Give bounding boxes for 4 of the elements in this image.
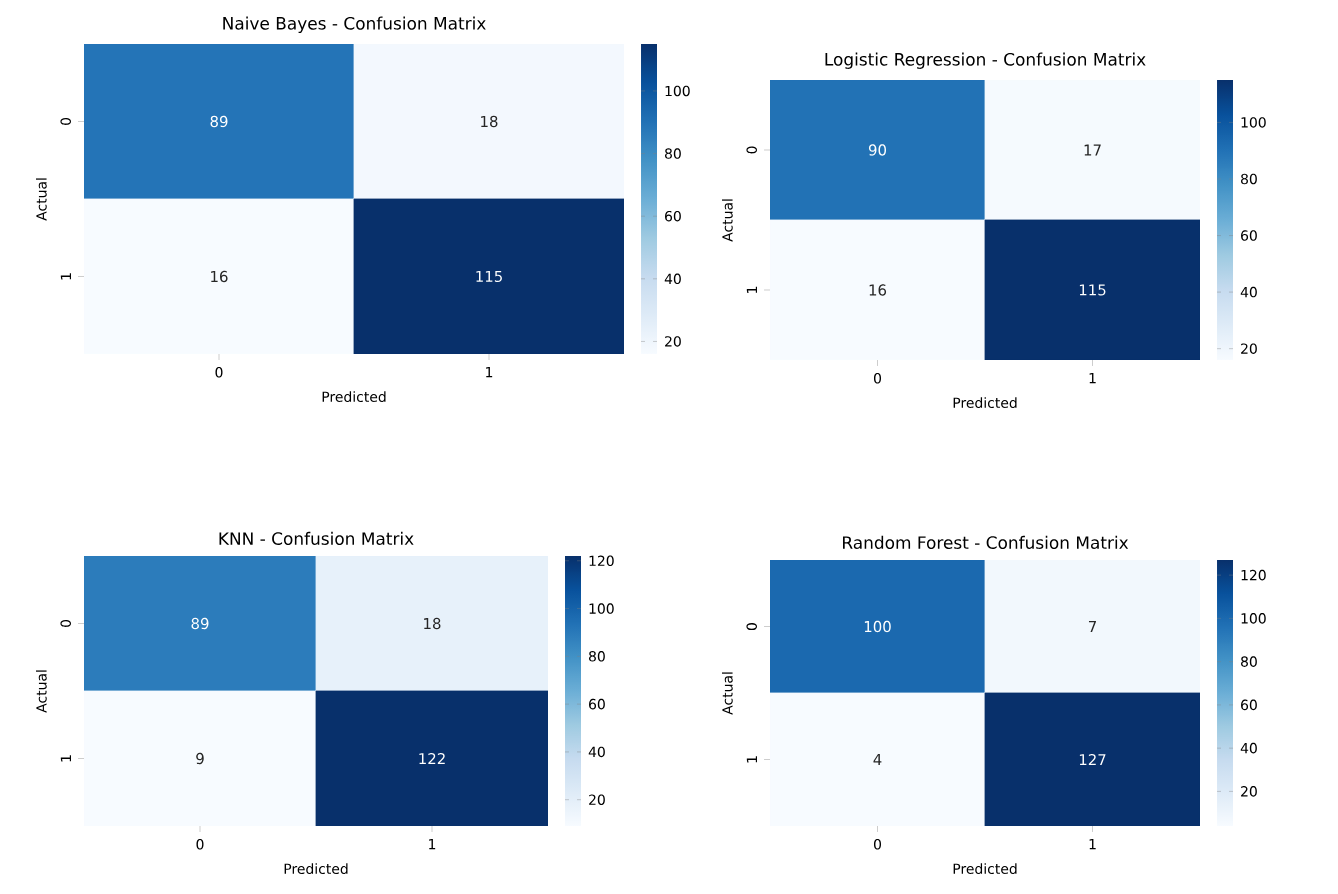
chart-title: KNN - Confusion Matrix — [219, 531, 414, 545]
chart-title: Random Forest - Confusion Matrix — [843, 535, 1129, 549]
chart-title: Logistic Regression - Confusion Matrix — [825, 52, 1146, 69]
chart-title: Naive Bayes - Confusion Matrix — [223, 16, 486, 33]
